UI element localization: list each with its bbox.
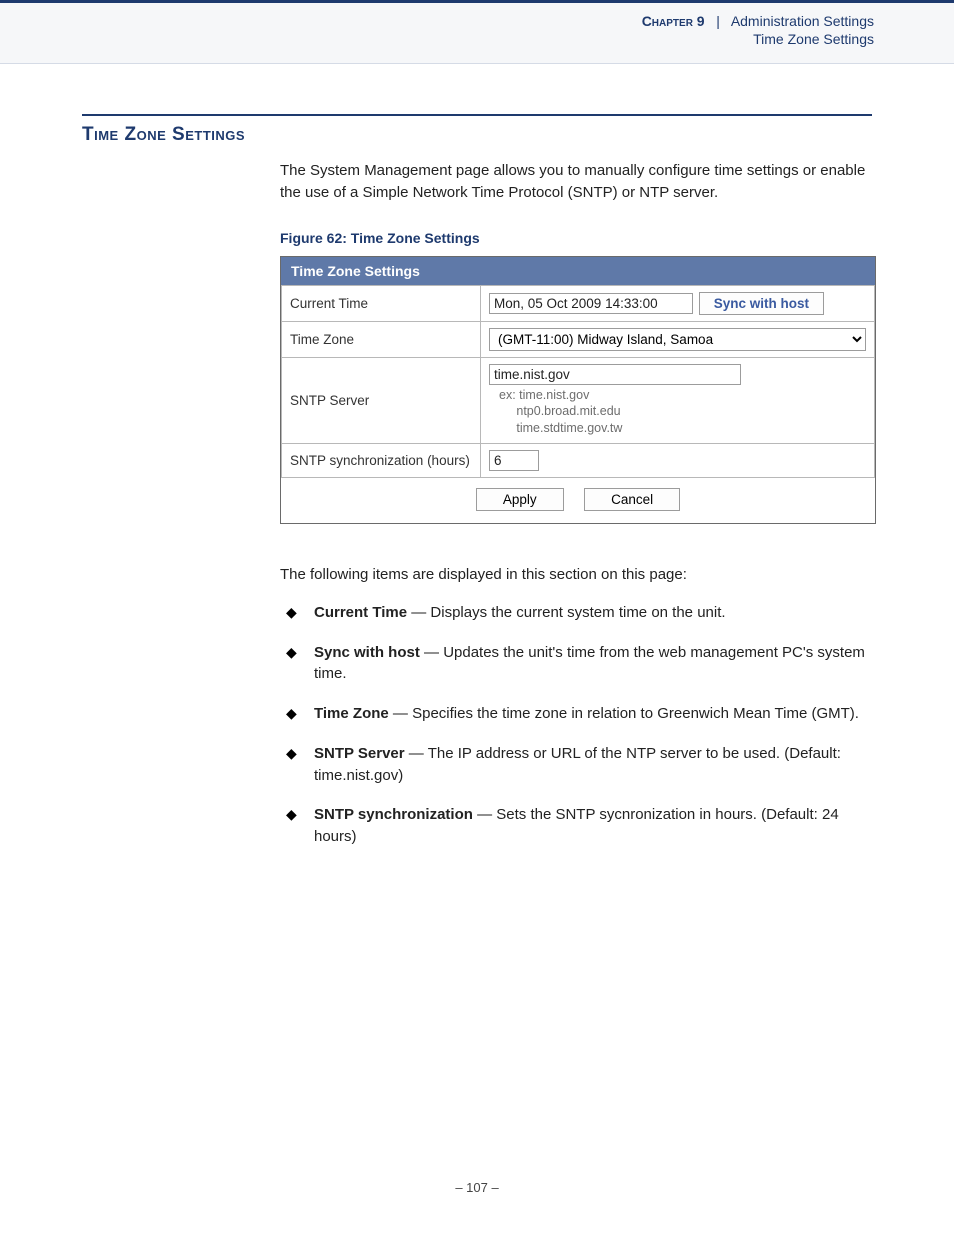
settings-table: Current Time Sync with host Time Zone (G… bbox=[281, 285, 875, 479]
cancel-button[interactable]: Cancel bbox=[584, 488, 680, 511]
sntp-example-1: time.nist.gov bbox=[519, 388, 589, 402]
item-term: Sync with host bbox=[314, 644, 420, 661]
section-rule bbox=[82, 114, 872, 116]
current-time-cell: Sync with host bbox=[481, 285, 875, 321]
sntp-sync-label: SNTP synchronization (hours) bbox=[282, 444, 481, 478]
sntp-example-2: ntp0.broad.mit.edu bbox=[516, 404, 620, 418]
section-intro: The System Management page allows you to… bbox=[280, 160, 872, 204]
time-zone-cell: (GMT-11:00) Midway Island, Samoa bbox=[481, 321, 875, 357]
sntp-examples-prefix: ex: bbox=[499, 388, 516, 402]
item-term: Current Time bbox=[314, 604, 407, 621]
list-item: Sync with host — Updates the unit's time… bbox=[310, 642, 872, 686]
list-item: Time Zone — Specifies the time zone in r… bbox=[310, 703, 872, 725]
item-text: Specifies the time zone in relation to G… bbox=[412, 705, 859, 722]
sntp-sync-cell bbox=[481, 444, 875, 478]
descriptions-lead: The following items are displayed in thi… bbox=[280, 564, 872, 586]
item-term: SNTP synchronization bbox=[314, 806, 473, 823]
apply-button[interactable]: Apply bbox=[476, 488, 564, 511]
item-dash: — bbox=[420, 644, 443, 661]
sync-with-host-button[interactable]: Sync with host bbox=[699, 292, 824, 315]
sntp-examples: ex: time.nist.gov ntp0.broad.mit.edu tim… bbox=[499, 387, 866, 438]
item-term: Time Zone bbox=[314, 705, 389, 722]
item-dash: — bbox=[389, 705, 412, 722]
figure-caption: Figure 62: Time Zone Settings bbox=[280, 230, 872, 246]
current-time-input[interactable] bbox=[489, 293, 693, 314]
panel-title: Time Zone Settings bbox=[281, 257, 875, 285]
time-zone-label: Time Zone bbox=[282, 321, 481, 357]
sntp-server-label: SNTP Server bbox=[282, 357, 481, 444]
current-time-label: Current Time bbox=[282, 285, 481, 321]
page-header: Chapter 9 | Administration Settings Time… bbox=[0, 0, 954, 64]
descriptions-list: Current Time — Displays the current syst… bbox=[280, 602, 872, 848]
item-term: SNTP Server bbox=[314, 745, 405, 762]
list-item: SNTP Server — The IP address or URL of t… bbox=[310, 743, 872, 787]
breadcrumb-sub: Time Zone Settings bbox=[80, 31, 874, 47]
section-title: Time Zone Settings bbox=[82, 124, 872, 146]
item-text: Displays the current system time on the … bbox=[430, 604, 725, 621]
figure-panel: Time Zone Settings Current Time Sync wit… bbox=[280, 256, 876, 525]
header-separator: | bbox=[708, 13, 727, 29]
sntp-example-3: time.stdtime.gov.tw bbox=[516, 421, 622, 435]
time-zone-select[interactable]: (GMT-11:00) Midway Island, Samoa bbox=[489, 328, 866, 351]
chapter-label: Chapter 9 bbox=[642, 13, 705, 29]
item-dash: — bbox=[473, 806, 496, 823]
list-item: SNTP synchronization — Sets the SNTP syc… bbox=[310, 804, 872, 848]
sntp-sync-input[interactable] bbox=[489, 450, 539, 471]
sntp-server-cell: ex: time.nist.gov ntp0.broad.mit.edu tim… bbox=[481, 357, 875, 444]
item-dash: — bbox=[405, 745, 428, 762]
item-dash: — bbox=[407, 604, 430, 621]
button-row: Apply Cancel bbox=[281, 478, 875, 511]
page-number: – 107 – bbox=[0, 1180, 954, 1195]
list-item: Current Time — Displays the current syst… bbox=[310, 602, 872, 624]
sntp-server-input[interactable] bbox=[489, 364, 741, 385]
breadcrumb-section: Administration Settings bbox=[731, 13, 874, 29]
